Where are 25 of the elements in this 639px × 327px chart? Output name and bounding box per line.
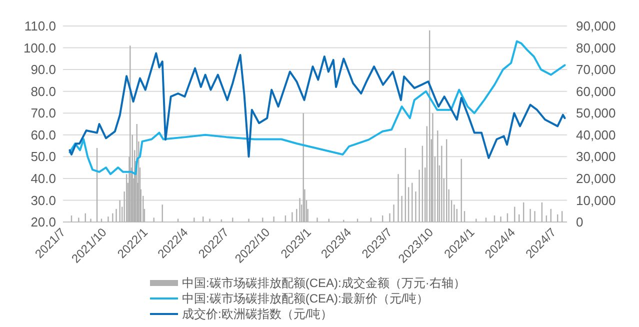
y2-tick-label: 90,000 [576, 18, 616, 34]
line-series [68, 52, 566, 159]
legend-label: 中国:碳市场碳排放配额(CEA):最新价（元/吨） [182, 292, 429, 306]
y-tick-label: 60.0 [30, 127, 56, 142]
y-tick-label: 20.0 [30, 214, 56, 230]
y2-tick-label: 20,000 [576, 170, 616, 186]
y-tick-label: 50.0 [30, 149, 56, 164]
y-tick-label: 30.0 [30, 192, 56, 208]
y-tick-label: 90.0 [30, 62, 56, 78]
legend-label: 中国:碳市场碳排放配额(CEA):成交金额（万元·右轴） [182, 276, 466, 290]
y-tick-label: 40.0 [30, 170, 56, 186]
legend-label: 成交价:欧洲碳指数（元/吨） [182, 307, 333, 322]
y-tick-label: 80.0 [30, 84, 56, 99]
y2-tick-label: 0 [576, 214, 584, 230]
y-tick-label: 70.0 [30, 106, 56, 121]
y2-tick-label: 50,000 [576, 106, 616, 121]
y2-tick-label: 60,000 [576, 84, 616, 99]
y-tick-label: 100.0 [23, 40, 56, 56]
y2-tick-label: 70,000 [576, 62, 616, 78]
y2-tick-label: 10,000 [576, 192, 616, 208]
y2-tick-label: 40,000 [576, 127, 616, 142]
y2-tick-label: 30,000 [576, 149, 616, 164]
line-series [68, 40, 566, 176]
y-tick-label: 110.0 [24, 18, 56, 34]
y2-tick-label: 80,000 [576, 40, 616, 56]
